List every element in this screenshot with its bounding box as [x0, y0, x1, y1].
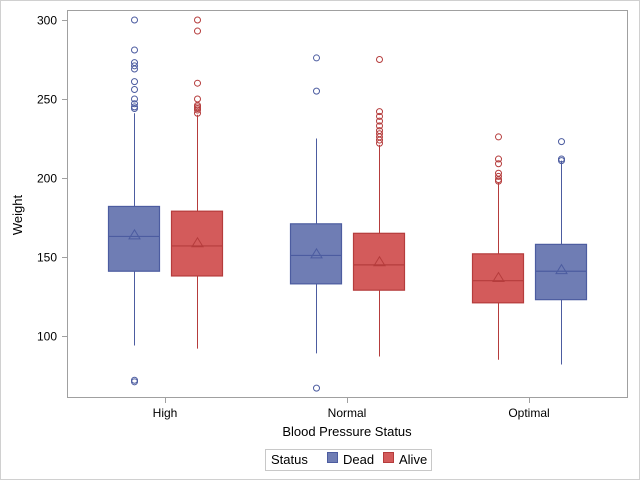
outlier-point [131, 62, 138, 70]
iqr-box [352, 232, 406, 291]
outlier-point [131, 104, 138, 112]
outlier-point [131, 100, 138, 108]
outlier-point [194, 106, 201, 114]
outlier-point [495, 155, 502, 163]
outlier-point [194, 16, 201, 24]
mean-marker [191, 236, 204, 248]
legend-label-dead: Dead [343, 452, 374, 467]
box-high-alive [170, 16, 224, 349]
mean-marker [128, 228, 141, 240]
x-tick-label: High [153, 406, 178, 420]
outlier-point [131, 86, 138, 94]
y-tick-label: 200 [37, 172, 57, 186]
boxes [107, 16, 588, 392]
box-normal-dead [289, 54, 343, 392]
mean-marker [555, 263, 568, 275]
box-normal-alive [352, 56, 406, 357]
outlier-point [131, 16, 138, 24]
outlier-point [131, 65, 138, 73]
iqr-box [289, 223, 343, 285]
outlier-point [495, 160, 502, 168]
outlier-point [495, 177, 502, 185]
box-high-dead [107, 16, 161, 386]
outlier-point [558, 157, 565, 165]
outlier-point [495, 172, 502, 180]
outlier-point [131, 78, 138, 86]
legend-label-alive: Alive [399, 452, 427, 467]
outlier-point [376, 117, 383, 125]
outlier-point [495, 133, 502, 141]
box-optimal-alive [471, 133, 525, 360]
outlier-point [131, 378, 138, 386]
outlier-point [376, 136, 383, 144]
x-tick-label: Optimal [508, 406, 549, 420]
legend-swatch-alive [383, 452, 394, 463]
legend: Status Dead Alive [265, 449, 432, 471]
outlier-point [376, 112, 383, 120]
outlier-point [194, 79, 201, 87]
outlier-point [194, 27, 201, 35]
outlier-point [313, 384, 320, 392]
outlier-point [131, 95, 138, 103]
iqr-box [471, 253, 525, 304]
outlier-point [376, 108, 383, 116]
outlier-point [131, 46, 138, 54]
box-optimal-dead [534, 138, 588, 365]
y-tick-label: 150 [37, 251, 57, 265]
mean-marker [310, 247, 323, 259]
x-axis-title: Blood Pressure Status [282, 424, 412, 439]
plot-frame [67, 10, 628, 398]
y-tick-label: 250 [37, 93, 57, 107]
outlier-point [194, 109, 201, 117]
legend-swatch-dead [327, 452, 338, 463]
outlier-point [376, 56, 383, 63]
iqr-box [534, 243, 588, 301]
x-tick-label: Normal [328, 406, 367, 420]
outlier-point [313, 54, 320, 62]
outlier-point [558, 138, 565, 146]
y-axis-title: Weight [10, 195, 25, 236]
y-tick-label: 300 [37, 14, 57, 28]
legend-title: Status [271, 452, 308, 467]
iqr-box [170, 210, 224, 277]
outlier-point [313, 87, 320, 95]
outlier-point [376, 139, 383, 147]
mean-marker [492, 271, 505, 283]
outlier-point [376, 122, 383, 130]
x-axis: High Normal Optimal [153, 398, 550, 420]
y-axis: 100 150 200 250 300 [37, 14, 67, 344]
y-tick-label: 100 [37, 330, 57, 344]
mean-marker [373, 255, 386, 267]
